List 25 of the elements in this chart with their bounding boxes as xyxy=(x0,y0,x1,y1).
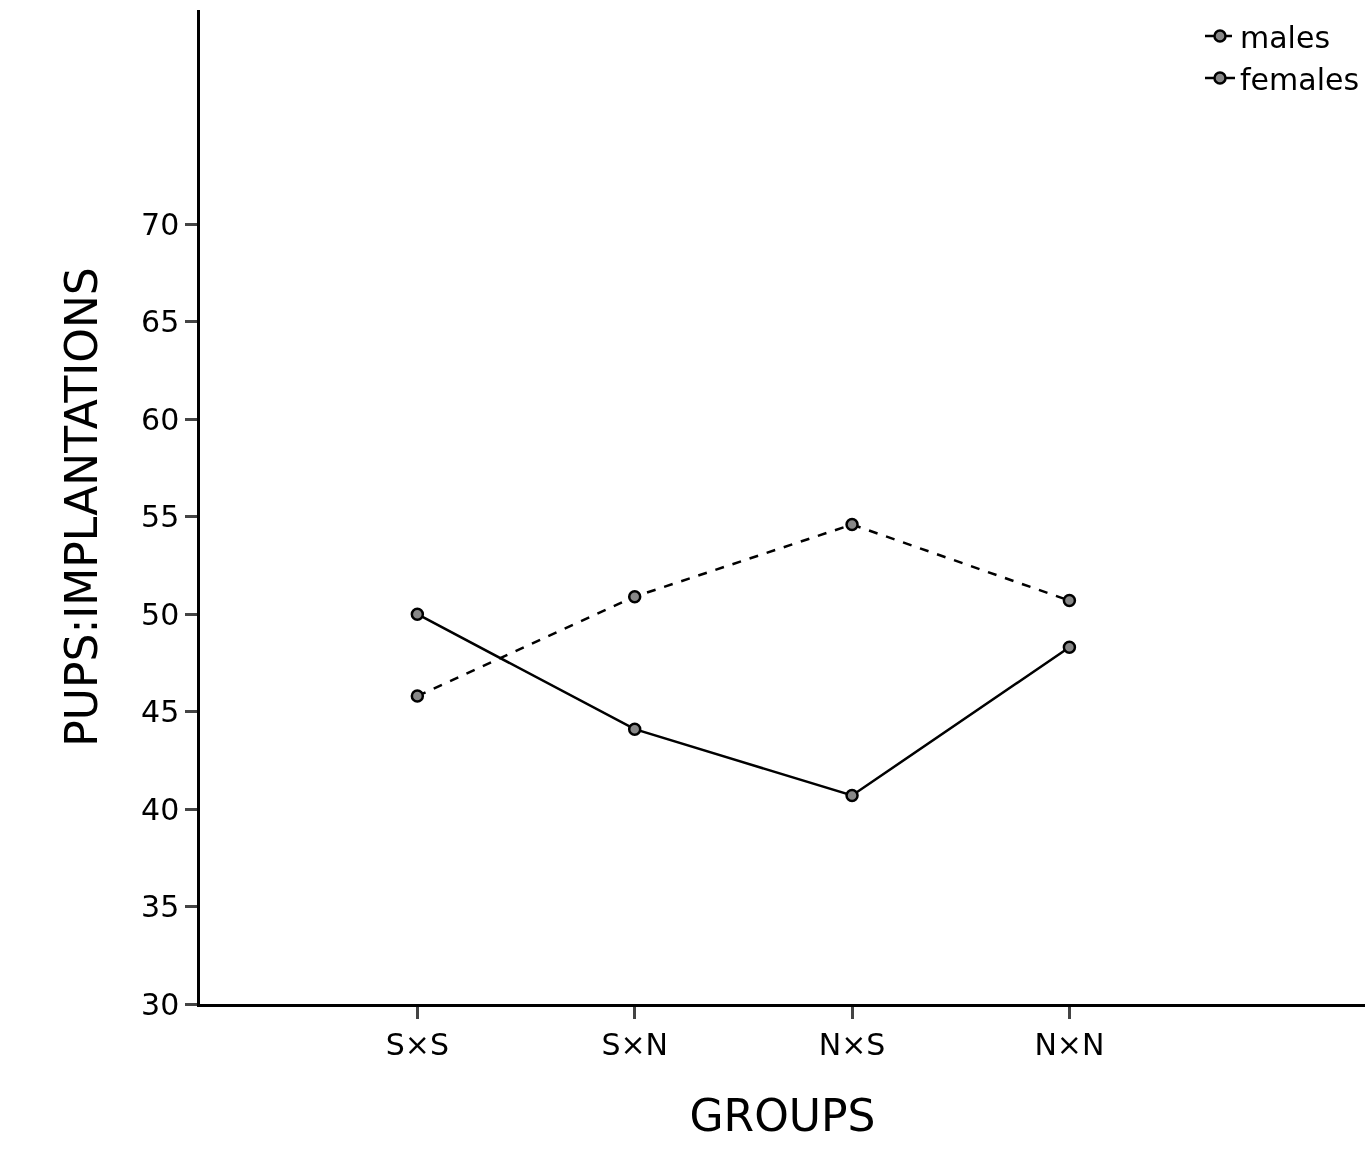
x-tick-label: N×N xyxy=(1034,1026,1105,1062)
y-tick-label: 70 xyxy=(141,206,180,242)
point xyxy=(410,689,425,703)
point xyxy=(410,607,425,621)
y-tick-label: 65 xyxy=(141,304,180,340)
legend-label: males xyxy=(1240,19,1331,55)
point xyxy=(627,722,642,736)
x-tick-label: S×N xyxy=(601,1026,669,1062)
y-tick-label: 40 xyxy=(141,791,180,827)
y-tick-label: 35 xyxy=(141,889,180,925)
point xyxy=(845,517,859,532)
point xyxy=(627,589,642,604)
y-tick-label: 50 xyxy=(141,596,180,632)
y-tick-label: 45 xyxy=(141,694,180,730)
y-tick-label: 55 xyxy=(141,499,180,535)
x-tick-label: S×S xyxy=(385,1026,449,1062)
x-tick-label: N×S xyxy=(818,1026,886,1062)
x-axis-title: GROUPS xyxy=(689,1090,876,1142)
point xyxy=(845,788,859,803)
legend-label: females xyxy=(1240,61,1360,97)
y-tick-label: 30 xyxy=(141,986,180,1022)
y-tick-label: 60 xyxy=(141,401,180,437)
point xyxy=(1062,640,1077,655)
y-axis-title: PUPS:IMPLANTATIONS xyxy=(56,267,108,747)
point xyxy=(1062,593,1077,608)
